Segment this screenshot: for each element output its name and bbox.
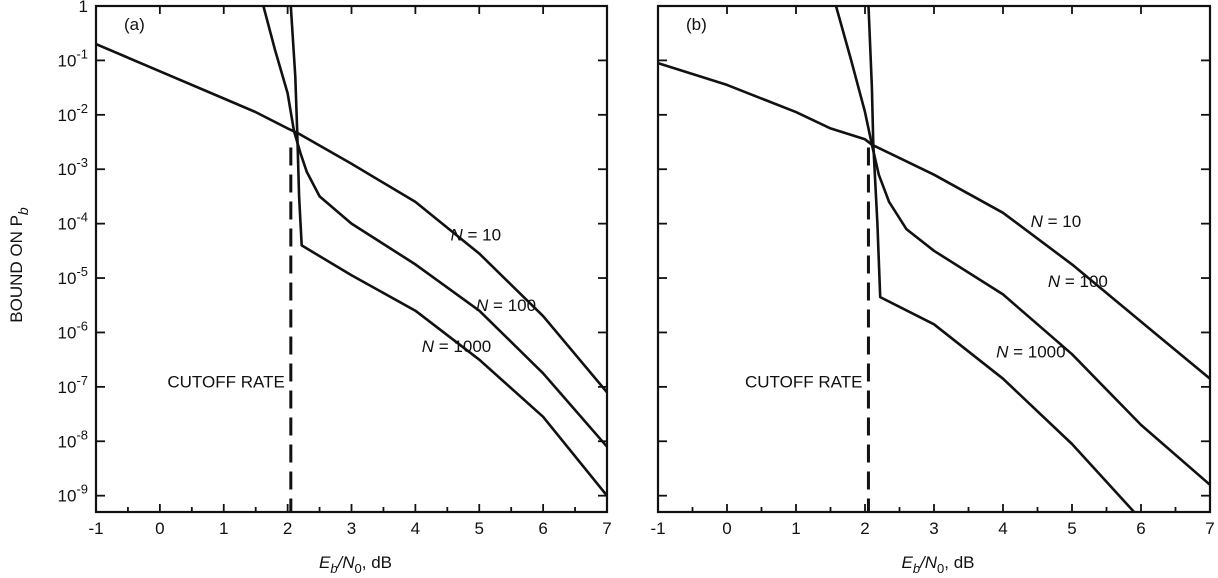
x-tick-label: 3 bbox=[347, 519, 356, 538]
y-tick-label: 10-6 bbox=[58, 318, 88, 342]
series-label: N = 10 bbox=[451, 226, 502, 245]
x-tick-label: 5 bbox=[475, 519, 484, 538]
series-line-n100 bbox=[262, 6, 607, 448]
plot-frame bbox=[94, 4, 609, 514]
panel-a: -1 0 1 2 3 4 5 6 7 1 10-1 10-2 10-3 10-4 10-5 10-6 10-7 1… bbox=[58, 0, 612, 576]
y-tick-label: 10-8 bbox=[58, 427, 88, 451]
y-tick-label: 10-9 bbox=[58, 482, 88, 506]
series-label: N = 100 bbox=[476, 296, 536, 315]
x-tick-label: 0 bbox=[155, 519, 164, 538]
x-tick-label: 2 bbox=[283, 519, 292, 538]
series-label: N = 1000 bbox=[422, 337, 491, 356]
y-tick-label: 10-2 bbox=[58, 101, 88, 125]
y-axis-title: BOUND ON Pb bbox=[7, 207, 31, 323]
series-line-n1000 bbox=[289, 6, 607, 497]
svg-text:BOUND ON Pb: BOUND ON Pb bbox=[7, 207, 31, 323]
series-line-n1000 bbox=[867, 6, 1136, 512]
x-axis-title: Eb/N0, dB bbox=[901, 553, 974, 576]
panel-label: (b) bbox=[686, 15, 707, 34]
series-label: N = 10 bbox=[1031, 212, 1082, 231]
panel-b: -1 0 1 2 3 4 5 6 7 (b) CUTOFF RATE N = 10 N = 100 N =… bbox=[650, 4, 1215, 576]
series-line-n100 bbox=[834, 6, 1210, 487]
x-axis-title: Eb/N0, dB bbox=[319, 553, 392, 576]
x-tick-label: 4 bbox=[411, 519, 420, 538]
x-tick-label: 6 bbox=[1136, 519, 1145, 538]
x-tick-label: 2 bbox=[860, 519, 869, 538]
y-tick-label: 10-5 bbox=[58, 264, 88, 288]
x-tick-label: 6 bbox=[538, 519, 547, 538]
series-line-n10 bbox=[96, 42, 607, 394]
x-tick-label: 1 bbox=[791, 519, 800, 538]
x-tick-label: 3 bbox=[929, 519, 938, 538]
y-tick-label: 10-3 bbox=[58, 155, 88, 179]
y-axis-title-main: BOUND ON P bbox=[7, 215, 26, 323]
y-tick-label: 1 bbox=[79, 0, 88, 16]
plot-frame bbox=[656, 4, 1212, 514]
x-tick-label: 0 bbox=[722, 519, 731, 538]
panel-label: (a) bbox=[124, 15, 145, 34]
cutoff-rate-label: CUTOFF RATE bbox=[745, 372, 862, 391]
x-tick-label: 1 bbox=[219, 519, 228, 538]
x-tick-label: 7 bbox=[1205, 519, 1214, 538]
series-label: N = 1000 bbox=[996, 342, 1065, 361]
x-tick-label: 4 bbox=[998, 519, 1007, 538]
x-tick-label: -1 bbox=[88, 519, 103, 538]
x-tick-label: -1 bbox=[650, 519, 665, 538]
y-tick-label: 10-4 bbox=[58, 210, 88, 234]
series-label: N = 100 bbox=[1048, 272, 1108, 291]
y-tick-label: 10-1 bbox=[58, 46, 88, 70]
y-axis-title-sub: b bbox=[15, 207, 31, 215]
x-tick-label: 7 bbox=[602, 519, 611, 538]
series-line-n10 bbox=[658, 61, 1210, 380]
y-tick-label: 10-7 bbox=[58, 373, 88, 397]
x-tick-label: 5 bbox=[1067, 519, 1076, 538]
cutoff-rate-label: CUTOFF RATE bbox=[167, 372, 284, 391]
